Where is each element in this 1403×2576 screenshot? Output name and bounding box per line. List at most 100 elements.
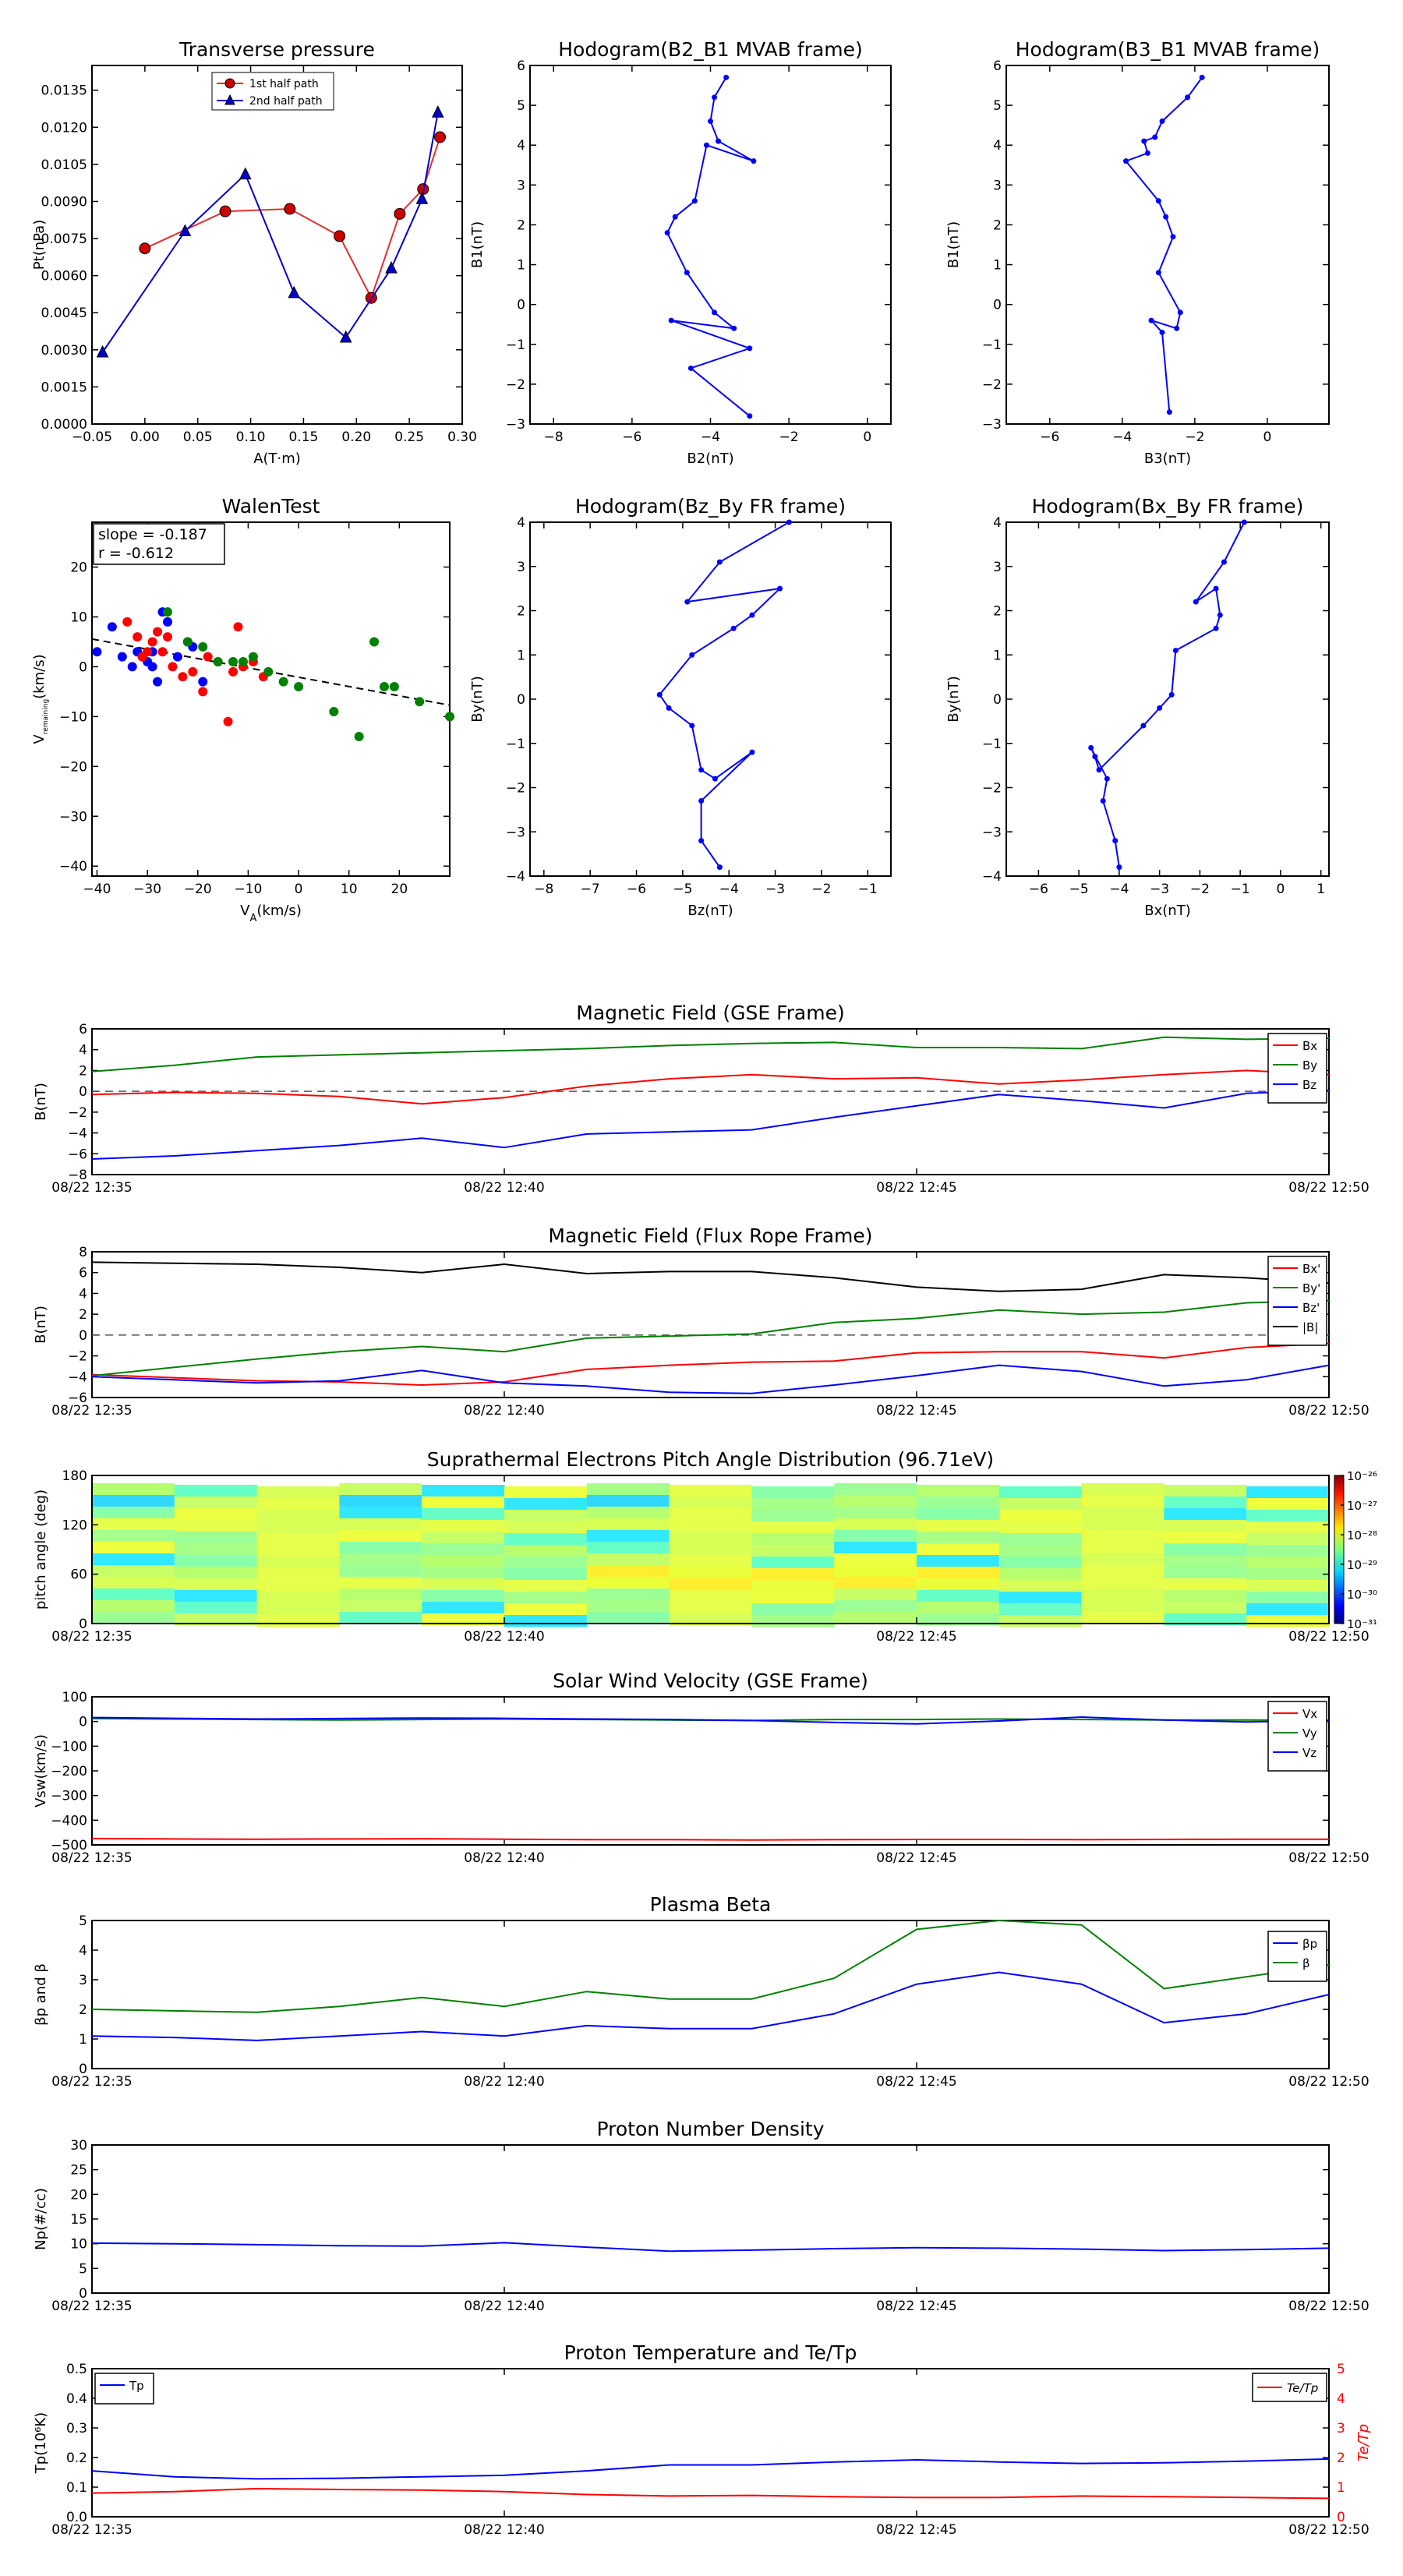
pt-ytick-label: 0.0135 bbox=[41, 83, 87, 99]
pad-cell bbox=[1246, 1521, 1330, 1534]
bfr-legend: Bx' By' Bz' |B| bbox=[1267, 1256, 1327, 1346]
pad-cell bbox=[92, 1542, 175, 1554]
pad-cell bbox=[174, 1496, 258, 1509]
h1-panel: Hodogram(B2_B1 MVAB frame) −8 −6 −4 −2 0 −3 −2 −… bbox=[469, 38, 892, 467]
pad-cell bbox=[1164, 1543, 1247, 1556]
h3-ytick-label: 2 bbox=[517, 604, 525, 620]
walen-xtick-label: 0 bbox=[295, 882, 303, 897]
pad-cell bbox=[917, 1532, 1000, 1544]
vsw-ytick-label: −300 bbox=[51, 1789, 87, 1804]
h3-point bbox=[730, 625, 737, 631]
walen-point-blue bbox=[162, 617, 172, 627]
pad-time-label: 08/22 12:45 bbox=[876, 1629, 956, 1645]
pad-cell bbox=[504, 1568, 588, 1581]
vsw-ytick-label: 0 bbox=[79, 1715, 87, 1730]
walen-xtick-label: 10 bbox=[341, 882, 358, 897]
walen-ytick-label: −40 bbox=[59, 859, 87, 875]
h1-point bbox=[712, 309, 718, 316]
pad-cell bbox=[751, 1533, 835, 1546]
walen-point-green bbox=[228, 657, 239, 667]
h2-xtick-label: −2 bbox=[1185, 429, 1204, 445]
np-ytick-label: 15 bbox=[70, 2212, 87, 2228]
bfr-ytick-label: 8 bbox=[79, 1245, 87, 1260]
np-ytick-label: 25 bbox=[70, 2163, 87, 2178]
pad-cell bbox=[998, 1521, 1083, 1534]
h4-xlabel: Bx(nT) bbox=[1144, 903, 1190, 919]
h2-ylabel: B1(nT) bbox=[945, 221, 962, 268]
h2-ytick-label: 3 bbox=[993, 178, 1002, 193]
walen-point-red bbox=[157, 647, 168, 657]
h4-panel: Hodogram(Bx_By FR frame) −6 −5 −4 −3 −2 −1 0 1 −4… bbox=[945, 495, 1330, 919]
pad-cell bbox=[92, 1553, 175, 1566]
pad-title: Suprathermal Electrons Pitch Angle Distr… bbox=[427, 1448, 994, 1471]
bfr-series-Bz' bbox=[91, 1364, 1330, 1394]
walen-point-green bbox=[379, 682, 389, 692]
bfr-time-label: 08/22 12:45 bbox=[876, 1403, 956, 1419]
h2-ytick-label: −3 bbox=[982, 417, 1002, 433]
pad-cell bbox=[669, 1602, 752, 1614]
h1-ylabel: B1(nT) bbox=[469, 221, 486, 268]
h4-ytick-label: 2 bbox=[993, 604, 1002, 620]
pad-cell bbox=[92, 1483, 175, 1496]
tp-time-label: 08/22 12:45 bbox=[876, 2522, 956, 2538]
walen-point-green bbox=[389, 682, 399, 692]
h4-point bbox=[1157, 705, 1163, 711]
pad-time-label: 08/22 12:35 bbox=[51, 1629, 132, 1645]
bgse-legend: Bx By Bz bbox=[1267, 1033, 1327, 1104]
pad-cell bbox=[586, 1530, 670, 1542]
pad-cell bbox=[586, 1600, 670, 1613]
pt-legend-label: 2nd half path bbox=[249, 95, 323, 108]
h4-point bbox=[1088, 744, 1094, 751]
tp-ylabel: Tp(10⁶K) bbox=[33, 2412, 49, 2474]
pad-cell bbox=[998, 1486, 1083, 1499]
bfr-legend-box bbox=[1267, 1256, 1327, 1346]
pad-cell bbox=[586, 1507, 670, 1519]
h1-ytick-label: 3 bbox=[517, 178, 525, 193]
pad-cell bbox=[1246, 1498, 1330, 1511]
bfr-axes-frame bbox=[91, 1251, 1330, 1398]
walen-point-red bbox=[143, 647, 153, 657]
bgse-panel: Magnetic Field (GSE Frame) −8 −6 −4 −2 0 2 4 6 08… bbox=[33, 1002, 1369, 1196]
walen-point-green bbox=[329, 706, 339, 716]
vsw-series-Vz bbox=[91, 1716, 1330, 1725]
pad-cell bbox=[1081, 1612, 1164, 1624]
walen-point-green bbox=[238, 657, 248, 667]
h1-point bbox=[668, 317, 674, 323]
walen-point-blue bbox=[92, 647, 102, 657]
walen-xtick-label: −30 bbox=[133, 882, 161, 897]
bgse-legend-box bbox=[1267, 1033, 1327, 1104]
vsw-panel: Solar Wind Velocity (GSE Frame) −500 −400 −… bbox=[33, 1670, 1369, 1866]
h1-point bbox=[664, 230, 670, 236]
pad-cell bbox=[339, 1612, 422, 1624]
pad-cell bbox=[1081, 1495, 1164, 1507]
h2-xlabel: B3(nT) bbox=[1144, 451, 1191, 467]
pt-point-2nd bbox=[239, 167, 252, 180]
vsw-series-Vx bbox=[91, 1837, 1329, 1841]
walen-point-blue bbox=[198, 677, 208, 687]
pad-cell bbox=[669, 1578, 752, 1591]
walen-xtick-label: −20 bbox=[184, 882, 212, 897]
beta-ytick-label: 4 bbox=[79, 1943, 87, 1959]
h1-xtick-label: −6 bbox=[622, 429, 641, 445]
h3-point bbox=[712, 776, 718, 782]
pad-cells bbox=[92, 1483, 1330, 1627]
pt-ytick-label: 0.0060 bbox=[41, 269, 87, 284]
bfr-legend-label: Bz' bbox=[1302, 1301, 1320, 1315]
h2-point bbox=[1148, 317, 1154, 323]
bfr-legend-label: |B| bbox=[1302, 1320, 1318, 1334]
tp-ytick2-label: 0 bbox=[1337, 2510, 1345, 2525]
pad-cell bbox=[998, 1510, 1083, 1522]
h2-point bbox=[1159, 118, 1165, 125]
h2-point bbox=[1159, 329, 1165, 335]
vsw-time-label: 08/22 12:45 bbox=[876, 1850, 956, 1866]
pad-cell bbox=[504, 1533, 588, 1546]
walen-point-blue bbox=[153, 677, 163, 687]
pad-cell bbox=[92, 1565, 175, 1578]
pad-cell bbox=[917, 1578, 1000, 1591]
walen-ytick-label: 10 bbox=[70, 610, 87, 625]
h1-ytick-label: 6 bbox=[517, 58, 525, 74]
h1-point bbox=[751, 158, 757, 164]
pad-cell bbox=[917, 1496, 1000, 1509]
walen-point-blue bbox=[147, 662, 157, 672]
h1-point bbox=[687, 365, 694, 371]
